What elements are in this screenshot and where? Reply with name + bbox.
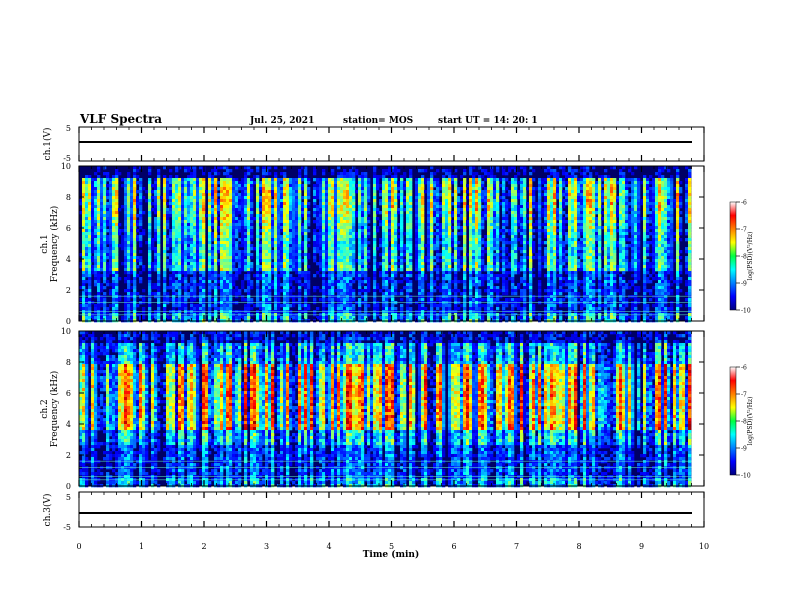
ch2-colorbar-label: log(PSD)(V²/Hz) (747, 397, 754, 446)
ch2-spectrogram-xticks (78, 331, 705, 486)
ch1-colorbar-ticks: -6 -7 -8 -9 -10 (736, 200, 751, 315)
ch1-ytick-bottom: -5 (63, 154, 71, 163)
colorbar-tick-label: -7 (741, 227, 747, 234)
time-axis-xlabel: Time (min) (363, 549, 420, 560)
ch3-voltage-panel: 5 -5 ch.3(V) 0 1 2 3 4 5 6 7 8 9 10 Time (min) (42, 491, 709, 560)
figure-title: VLF Spectra (79, 112, 162, 126)
ch2-frequency-ylabel: Frequency (kHz) (49, 371, 60, 448)
time-tick-label: 1 (139, 542, 144, 551)
freq-tick-label: 8 (66, 358, 71, 367)
ch1-ytick-top: 5 (66, 124, 71, 133)
ch2-channel-label: ch.2 (40, 399, 50, 418)
colorbar-tick-label: -8 (741, 254, 747, 261)
freq-tick-label: 8 (66, 193, 71, 202)
ch2-colorbar-ticks: -6 -7 -8 -9 -10 (736, 365, 751, 480)
station-label: station= MOS (343, 116, 413, 126)
time-tick-label: 5 (389, 542, 394, 551)
freq-tick-label: 4 (66, 255, 71, 264)
freq-tick-label: 6 (66, 224, 71, 233)
ch2-spectrogram-panel: 10 8 6 4 2 0 ch.2 Frequency (kHz) (40, 327, 705, 491)
time-tick-label: 8 (576, 542, 581, 551)
freq-tick-label: 2 (66, 451, 71, 460)
time-tick-label: 9 (639, 542, 644, 551)
colorbar-tick-label: -9 (741, 281, 747, 288)
ch2-colorbar: -6 -7 -8 -9 -10 log(PSD)(V²/Hz) (729, 365, 754, 480)
colorbar-tick-label: -10 (741, 308, 751, 315)
time-axis-tick-labels: 0 1 2 3 4 5 6 7 8 9 10 (76, 542, 709, 551)
colorbar-tick-label: -7 (741, 392, 747, 399)
ch3-voltage-ticks (78, 492, 705, 527)
ch1-frequency-ylabel: Frequency (kHz) (49, 206, 60, 283)
colorbar-tick-label: -9 (741, 446, 747, 453)
ch1-spectrogram-xticks (78, 166, 705, 321)
date-label: Jul. 25, 2021 (249, 116, 314, 126)
time-tick-label: 3 (264, 542, 269, 551)
colorbar-tick-label: -10 (741, 473, 751, 480)
time-tick-label: 7 (514, 542, 519, 551)
freq-tick-label: 0 (66, 317, 71, 326)
colorbar-tick-label: -8 (741, 419, 747, 426)
freq-tick-label: 2 (66, 286, 71, 295)
freq-tick-label: 10 (61, 327, 71, 336)
ch1-channel-label: ch.1 (40, 234, 50, 253)
time-tick-label: 4 (326, 542, 331, 551)
start-ut-label: start UT = 14: 20: 1 (438, 116, 538, 126)
ch2-spectrogram-heatmap (79, 331, 704, 488)
ch3-voltage-ylabel: ch.3(V) (42, 494, 53, 527)
ch3-ytick-bottom: -5 (63, 523, 71, 532)
ch1-voltage-ticks (78, 127, 705, 161)
ch1-colorbar-label: log(PSD)(V²/Hz) (747, 232, 754, 281)
ch1-colorbar: -6 -7 -8 -9 -10 log(PSD)(V²/Hz) (729, 200, 754, 315)
freq-tick-label: 4 (66, 420, 71, 429)
ch1-spectrogram-heatmap (79, 166, 704, 323)
time-tick-label: 0 (76, 542, 81, 551)
ch1-voltage-ylabel: ch.1(V) (42, 128, 53, 161)
colorbar-tick-label: -6 (741, 365, 747, 372)
ch2-frequency-ticks: 10 8 6 4 2 0 (61, 327, 704, 491)
freq-tick-label: 10 (61, 162, 71, 171)
ch3-ytick-top: 5 (66, 493, 71, 502)
ch1-spectrogram-panel: 10 8 6 4 2 0 ch.1 Frequency (kHz) (40, 162, 705, 326)
time-tick-label: 10 (699, 542, 709, 551)
freq-tick-label: 6 (66, 389, 71, 398)
ch1-frequency-ticks: 10 8 6 4 2 0 (61, 162, 704, 326)
time-tick-label: 2 (201, 542, 206, 551)
freq-tick-label: 0 (66, 482, 71, 491)
ch1-voltage-panel: 5 -5 ch.1(V) (42, 124, 705, 163)
time-tick-label: 6 (451, 542, 456, 551)
colorbar-tick-label: -6 (741, 200, 747, 207)
